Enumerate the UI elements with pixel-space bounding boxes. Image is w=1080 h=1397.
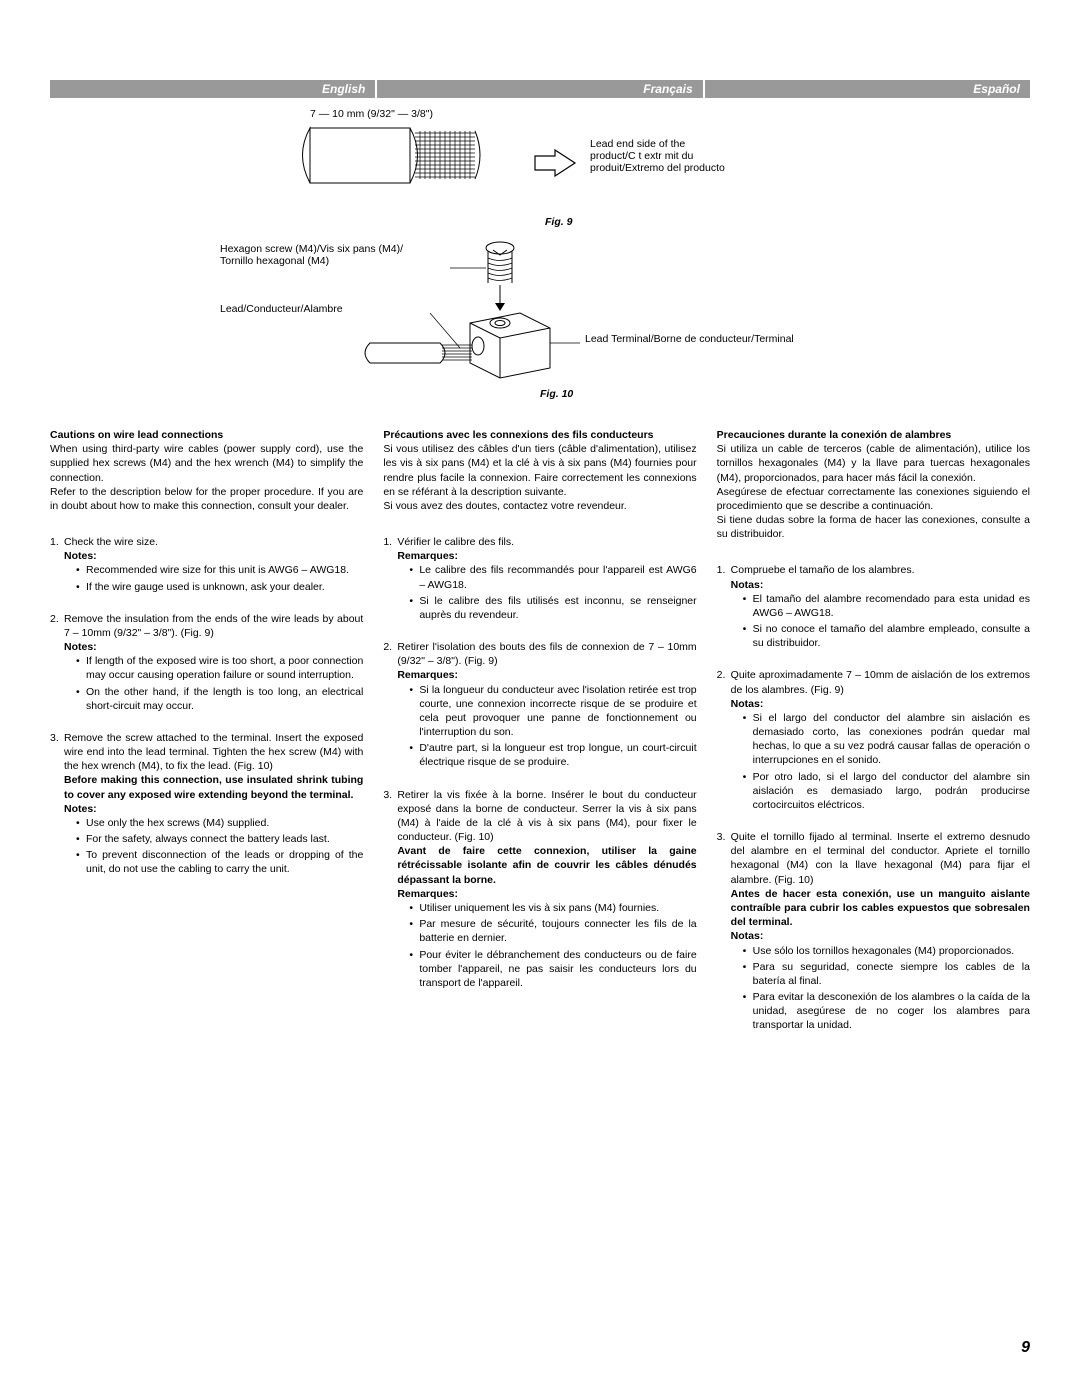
es-step3-b3: Para evitar la desconexión de los alambr… [743,990,1030,1033]
es-notes3: Notas: [731,929,1030,943]
es-step2-b2: Por otro lado, si el largo del conductor… [743,770,1030,813]
es-step2-text: Quite aproximadamente 7 – 10mm de aislac… [731,669,1030,695]
fr-step3-b3: Pour éviter le débranchement des conduct… [409,948,696,991]
es-step3-bold: Antes de hacer esta conexión, use un man… [731,887,1030,930]
es-step1-b1: El tamaño del alambre recomendado para e… [743,592,1030,620]
fr-step3-bold: Avant de faire cette connexion, utiliser… [397,844,696,887]
fr-notes2: Remarques: [397,668,696,682]
fr-heading: Précautions avec les connexions des fils… [383,428,696,442]
es-intro1: Si utiliza un cable de terceros (cable d… [717,442,1030,485]
en-intro1: When using third-party wire cables (powe… [50,442,363,485]
fr-notes3: Remarques: [397,887,696,901]
fr-step3-b1: Utiliser uniquement les vis à six pans (… [409,901,696,915]
es-heading: Precauciones durante la conexión de alam… [717,428,1030,442]
en-notes1: Notes: [64,549,363,563]
fr-step1: 1. Vérifier le calibre des fils. Remarqu… [383,535,696,622]
es-intro: Precauciones durante la conexión de alam… [717,428,1030,541]
en-step2-text: Remove the insulation from the ends of t… [64,613,363,639]
lang-tab-espanol: Español [705,80,1030,98]
es-step1-b2: Si no conoce el tamaño del alambre emple… [743,622,1030,650]
en-step1-text: Check the wire size. [64,536,158,548]
en-step3: 3. Remove the screw attached to the term… [50,731,363,877]
en-step3-b3: To prevent disconnection of the leads or… [76,848,363,876]
en-intro2: Refer to the description below for the p… [50,485,363,513]
es-notes2: Notas: [731,697,1030,711]
fr-step1-text: Vérifier le calibre des fils. [397,536,514,548]
es-step1-text: Compruebe el tamaño de los alambres. [731,564,915,576]
page-number: 9 [1021,1339,1030,1357]
en-step3-b2: For the safety, always connect the batte… [76,832,363,846]
column-francais: Précautions avec les connexions des fils… [383,428,696,1051]
es-step2-b1: Si el largo del conductor del alambre si… [743,711,1030,768]
fr-intro2: Si vous avez des doutes, contactez votre… [383,499,696,513]
fr-step3-text: Retirer la vis fixée à la borne. Insérer… [397,789,696,844]
fig10-diagram [350,233,610,393]
fr-notes1: Remarques: [397,549,696,563]
fig10-label: Fig. 10 [540,388,573,400]
es-step2: 2. Quite aproximadamente 7 – 10mm de ais… [717,668,1030,812]
es-step3-text: Quite el tornillo fijado al terminal. In… [731,831,1030,886]
fr-step1-b2: Si le calibre des fils utilisés est inco… [409,594,696,622]
es-step3-b2: Para su seguridad, conecte siempre los c… [743,960,1030,988]
es-intro3: Si tiene dudas sobre la forma de hacer l… [717,513,1030,541]
language-header: English Français Español [50,80,1030,98]
arrow-icon [530,148,580,178]
fr-step2: 2. Retirer l'isolation des bouts des fil… [383,640,696,770]
fr-intro1: Si vous utilisez des câbles d'un tiers (… [383,442,696,499]
es-intro2: Asegúrese de efectuar correctamente las … [717,485,1030,513]
text-columns: Cautions on wire lead connections When u… [50,428,1030,1051]
en-step2-b2: On the other hand, if the length is too … [76,685,363,713]
fr-step3-b2: Par mesure de sécurité, toujours connect… [409,917,696,945]
lead-end-label: Lead end side of the product/C t extr mi… [590,138,730,174]
es-step3: 3. Quite el tornillo fijado al terminal.… [717,830,1030,1032]
fr-step2-b2: D'autre part, si la longueur est trop lo… [409,741,696,769]
en-notes3: Notes: [64,802,363,816]
fr-intro: Précautions avec les connexions des fils… [383,428,696,513]
es-step1: 1. Compruebe el tamaño de los alambres. … [717,563,1030,650]
fr-step2-text: Retirer l'isolation des bouts des fils d… [397,641,696,667]
lead-terminal-label: Lead Terminal/Borne de conducteur/Termin… [585,333,794,345]
fig9-diagram [290,123,540,213]
fr-step3: 3. Retirer la vis fixée à la borne. Insé… [383,788,696,990]
en-step3-b1: Use only the hex screws (M4) supplied. [76,816,363,830]
en-heading: Cautions on wire lead connections [50,428,363,442]
en-step3-text: Remove the screw attached to the termina… [64,732,363,772]
es-notes1: Notas: [731,578,1030,592]
en-step2-b1: If length of the exposed wire is too sho… [76,654,363,682]
column-english: Cautions on wire lead connections When u… [50,428,363,1051]
fr-step2-b1: Si la longueur du conducteur avec l'isol… [409,683,696,740]
en-intro: Cautions on wire lead connections When u… [50,428,363,513]
column-espanol: Precauciones durante la conexión de alam… [717,428,1030,1051]
fr-step1-b1: Le calibre des fils recommandés pour l'a… [409,563,696,591]
measurement-label: 7 — 10 mm (9/32" — 3/8") [310,108,433,120]
lead-label: Lead/Conducteur/Alambre [220,303,343,315]
fig9-label: Fig. 9 [545,216,572,228]
lang-tab-english: English [50,80,375,98]
en-step3-bold: Before making this connection, use insul… [64,773,363,801]
en-step2: 2. Remove the insulation from the ends o… [50,612,363,713]
en-step1-b2: If the wire gauge used is unknown, ask y… [76,580,363,594]
diagram-area: 7 — 10 mm (9/32" — 3/8") [50,108,1030,418]
en-step1: 1. Check the wire size. Notes: Recommend… [50,535,363,594]
en-notes2: Notes: [64,640,363,654]
lang-tab-francais: Français [377,80,702,98]
es-step3-b1: Use sólo los tornillos hexagonales (M4) … [743,944,1030,958]
en-step1-b1: Recommended wire size for this unit is A… [76,563,363,577]
